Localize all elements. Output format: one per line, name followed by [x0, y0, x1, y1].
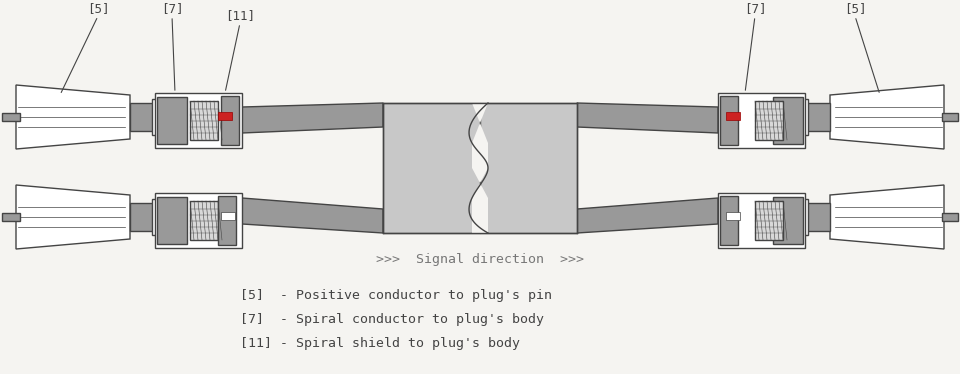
Bar [755, 101, 783, 140]
Text: [11] - Spiral shield to plug's body: [11] - Spiral shield to plug's body [240, 337, 520, 349]
Bar [796, 199, 808, 235]
Bar [2, 113, 20, 121]
Bar [718, 193, 805, 248]
Bar [152, 199, 164, 235]
Polygon shape [16, 85, 130, 149]
Bar [190, 201, 218, 240]
Bar [480, 103, 577, 233]
Bar [773, 197, 803, 244]
Bar [726, 112, 740, 120]
Bar [755, 201, 783, 240]
Bar [773, 97, 803, 144]
Bar [383, 103, 480, 233]
Bar [942, 113, 958, 121]
Bar [726, 212, 740, 220]
Bar [218, 112, 232, 120]
Polygon shape [242, 198, 383, 233]
Bar [221, 212, 235, 220]
Text: [7]: [7] [160, 2, 183, 15]
Text: [7]  - Spiral conductor to plug's body: [7] - Spiral conductor to plug's body [240, 313, 544, 325]
Bar [130, 103, 158, 131]
Bar [152, 99, 164, 135]
Text: [5]  - Positive conductor to plug's pin: [5] - Positive conductor to plug's pin [240, 288, 552, 301]
Bar [155, 93, 242, 148]
Bar [718, 93, 805, 148]
Bar [796, 99, 808, 135]
Bar [157, 97, 187, 144]
Bar [802, 203, 830, 231]
Polygon shape [830, 85, 944, 149]
Polygon shape [472, 103, 488, 233]
Bar [155, 193, 242, 248]
Text: >>>  Signal direction  >>>: >>> Signal direction >>> [376, 254, 584, 267]
Polygon shape [577, 198, 718, 233]
Polygon shape [830, 185, 944, 249]
Text: [5]: [5] [86, 2, 109, 15]
Bar [157, 197, 187, 244]
Polygon shape [16, 185, 130, 249]
Bar [942, 213, 958, 221]
Bar [802, 103, 830, 131]
Bar [221, 96, 239, 145]
Bar [720, 96, 738, 145]
Text: [11]: [11] [225, 9, 255, 22]
Bar [130, 203, 158, 231]
Bar [218, 196, 236, 245]
Polygon shape [577, 103, 718, 133]
Bar [720, 196, 738, 245]
Polygon shape [242, 103, 383, 133]
Text: [5]: [5] [844, 2, 866, 15]
Bar [2, 213, 20, 221]
Bar [190, 101, 218, 140]
Text: [7]: [7] [744, 2, 766, 15]
